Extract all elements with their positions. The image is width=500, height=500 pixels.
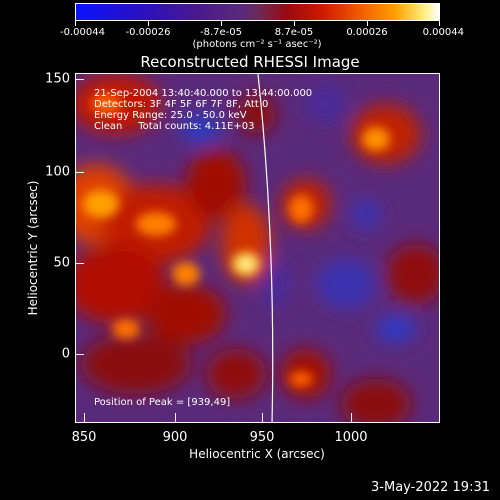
peak-position-text: Position of Peak = [939,49] [94,397,231,408]
colorbar-units: (photons cm⁻² s⁻¹ asec⁻²) [192,39,322,50]
time-range-text: 21-Sep-2004 13:40:40.000 to 13:44:00.000 [94,88,313,99]
heatmap-image [76,74,439,422]
y-tick-label: 150 [45,71,70,87]
colorbar-tick-label: 0.00044 [422,27,464,38]
x-tick [262,413,263,422]
x-axis-title: Heliocentric X (arcsec) [189,447,325,461]
y-tick-label: 0 [61,346,70,362]
colorbar-tick [148,21,149,26]
colorbar-tick-label: -0.00026 [125,27,171,38]
x-tick [351,413,352,422]
x-tick-label: 1000 [334,430,368,445]
colorbar-tick [221,21,222,26]
colorbar-tick [75,21,76,26]
y-tick-label: 100 [45,164,70,180]
colorbar-tick-label: 0.00026 [346,27,388,38]
colorbar-tick [439,21,440,26]
x-tick-label: 900 [162,430,188,445]
x-tick-label: 950 [249,430,275,445]
y-tick [75,263,84,264]
colorbar-tick-label: 8.7e-05 [274,27,314,38]
colorbar-tick-label: -0.00044 [60,27,105,38]
colorbar-tick [294,21,295,26]
detectors-text: Detectors: 3F 4F 5F 6F 7F 8F, Att 0 [94,99,269,110]
y-axis-title: Heliocentric Y (arcsec) [26,180,40,316]
y-tick [75,354,84,355]
image-plot: 21-Sep-2004 13:40:40.000 to 13:44:00.000… [75,73,440,423]
x-tick [84,413,85,422]
y-tick-label: 50 [53,255,70,271]
x-tick [175,413,176,422]
plot-title: Reconstructed RHESSI Image [140,53,360,71]
y-tick [75,79,84,80]
clean-counts-text: Clean Total counts: 4.11E+03 [94,121,255,132]
x-tick-label: 850 [71,430,97,445]
energy-range-text: Energy Range: 25.0 - 50.0 keV [94,110,247,121]
colorbar [75,3,440,21]
colorbar-tick-label: -8.7e-05 [200,27,242,38]
y-tick [75,172,84,173]
solar-limb-line [257,74,274,422]
footer-date: 3-May-2022 19:31 [371,480,490,495]
colorbar-tick [367,21,368,26]
